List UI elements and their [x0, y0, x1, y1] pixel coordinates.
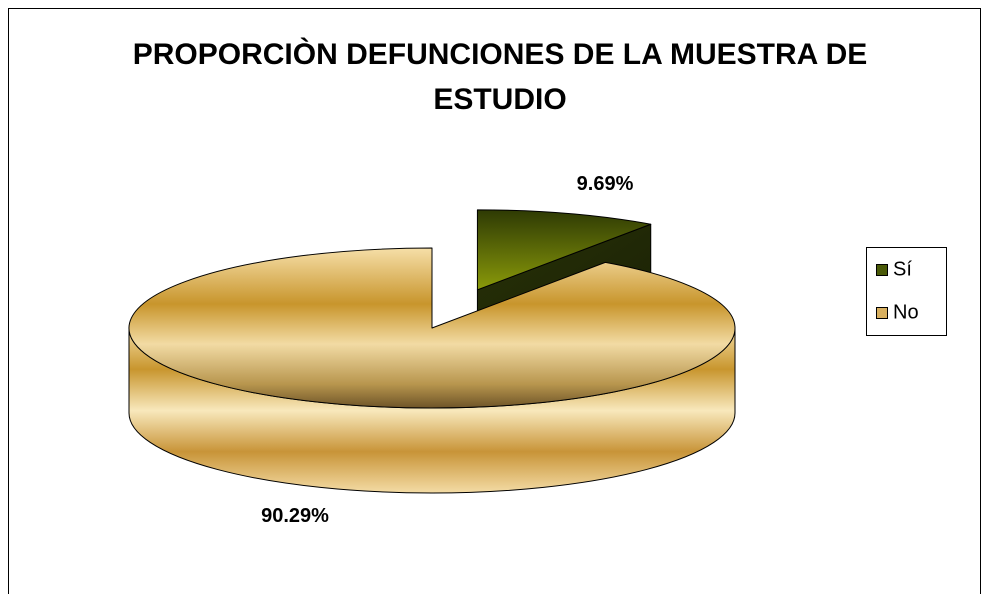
legend-label: No [893, 301, 919, 323]
legend-swatch [876, 264, 888, 276]
legend-swatch [876, 307, 888, 319]
legend-label: Sí [893, 258, 912, 280]
data-label: 90.29% [261, 505, 329, 527]
chart-frame [8, 8, 981, 594]
data-label: 9.69% [577, 173, 634, 195]
slice [128, 247, 736, 409]
legend-box [866, 247, 947, 336]
slice [476, 209, 652, 291]
chart-title: PROPORCIÒN DEFUNCIONES DE LA MUESTRA DE … [132, 38, 868, 116]
